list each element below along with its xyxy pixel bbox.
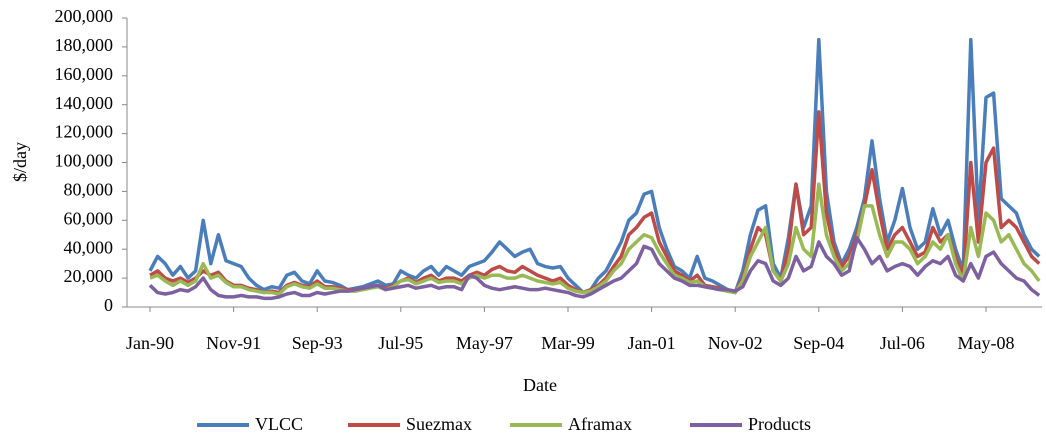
y-tick-label: 160,000 [55, 64, 114, 84]
y-tick-label: 20,000 [64, 266, 114, 286]
y-tick-label: 180,000 [55, 35, 114, 55]
legend-label: VLCC [255, 414, 303, 434]
series-line [148, 235, 1041, 301]
x-tick-label: May-08 [958, 333, 1015, 353]
y-tick-label: 80,000 [64, 180, 114, 200]
series-line [148, 37, 1041, 295]
x-tick-label: Sep-04 [793, 333, 844, 353]
y-tick-label: 60,000 [64, 208, 114, 228]
x-tick-label: Mar-99 [541, 333, 595, 353]
y-tick-label: 100,000 [55, 151, 114, 171]
legend-label: Suezmax [406, 414, 472, 434]
x-tick-label: Jul-06 [880, 333, 925, 353]
y-tick-label: 140,000 [55, 93, 114, 113]
x-tick-label: Jul-95 [378, 333, 423, 353]
y-tick-label: 120,000 [55, 122, 114, 142]
legend-label: Products [748, 414, 811, 434]
x-tick-label: Sep-93 [292, 333, 343, 353]
x-tick-label: May-97 [456, 333, 513, 353]
series-line [149, 182, 1041, 296]
y-axis-label: $/day [10, 142, 30, 182]
x-tick-label: Nov-91 [206, 333, 261, 353]
x-tick-label: Jan-90 [126, 333, 174, 353]
x-tick-label: Jan-01 [628, 333, 676, 353]
legend-label: Aframax [568, 414, 632, 434]
y-tick-label: 40,000 [64, 237, 114, 257]
x-axis-label: Date [523, 375, 557, 395]
y-tick-label: 0 [104, 295, 113, 315]
y-tick-label: 200,000 [55, 6, 114, 26]
x-tick-label: Nov-02 [708, 333, 763, 353]
